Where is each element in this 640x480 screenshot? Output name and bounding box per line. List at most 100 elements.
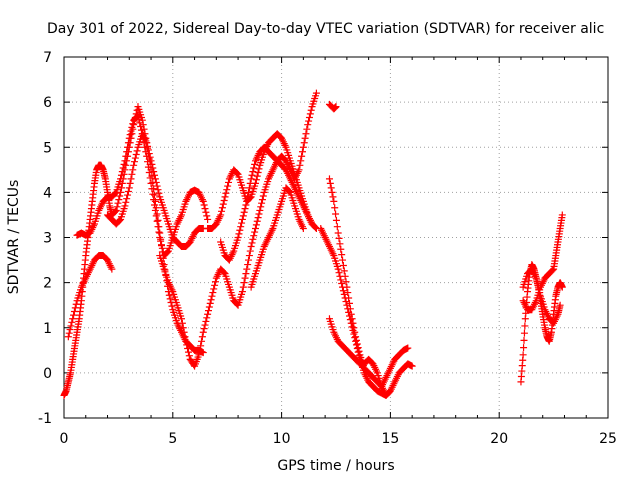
data-point: [196, 346, 204, 354]
data-point: [68, 318, 76, 326]
data-point: [304, 121, 312, 129]
data-point: [204, 310, 212, 318]
data-point: [116, 216, 124, 224]
data-point: [197, 342, 205, 350]
data-point: [332, 103, 340, 111]
data-point: [153, 210, 161, 218]
data-point: [124, 187, 132, 195]
data-point: [201, 205, 209, 213]
data-point: [247, 243, 255, 251]
data-point: [144, 146, 152, 154]
data-point: [254, 214, 262, 222]
y-tick-label: 0: [43, 366, 52, 382]
data-point: [242, 201, 250, 209]
y-tick-label: 4: [43, 185, 52, 201]
data-point: [137, 122, 145, 130]
data-point: [127, 127, 135, 135]
data-point: [249, 235, 257, 243]
data-point: [153, 217, 161, 225]
x-tick-label: 0: [60, 431, 69, 447]
data-point: [243, 265, 251, 273]
data-point: [246, 179, 254, 187]
data-point: [218, 204, 226, 212]
data-point: [519, 351, 527, 359]
data-point: [326, 179, 334, 187]
data-point: [225, 178, 233, 186]
data-point: [119, 164, 127, 172]
data-point: [145, 150, 153, 158]
series-track-14: [519, 211, 566, 314]
data-point: [155, 189, 163, 197]
data-point: [340, 290, 348, 298]
data-point: [135, 115, 143, 123]
series-track-3: [73, 112, 212, 260]
data-point: [238, 219, 246, 227]
data-point: [240, 208, 248, 216]
data-point: [130, 161, 138, 169]
data-point: [154, 186, 162, 194]
data-point: [351, 328, 359, 336]
data-point: [352, 336, 360, 344]
data-point: [125, 184, 133, 192]
data-point: [183, 341, 191, 349]
data-point: [258, 196, 266, 204]
data-point: [245, 256, 253, 264]
axis-ticks: [63, 56, 609, 419]
data-point: [558, 283, 566, 291]
data-point: [296, 161, 304, 169]
data-point: [347, 310, 355, 318]
data-point: [256, 206, 264, 214]
grid-lines: [64, 57, 608, 418]
data-point: [342, 278, 350, 286]
data-point: [257, 203, 265, 211]
data-point: [147, 157, 155, 165]
data-point: [108, 265, 116, 273]
data-point: [153, 182, 161, 190]
data-point: [295, 166, 303, 174]
data-point: [126, 131, 134, 139]
data-point: [298, 152, 306, 160]
data-point: [184, 345, 192, 353]
data-point: [203, 314, 211, 322]
data-point: [178, 315, 186, 323]
data-point: [349, 319, 357, 327]
data-point: [327, 184, 335, 192]
data-point: [219, 200, 227, 208]
data-point: [136, 119, 144, 127]
data-point: [536, 289, 544, 297]
data-point: [299, 143, 307, 151]
data-point: [558, 211, 566, 219]
data-point: [556, 301, 564, 309]
series-track-12: [325, 315, 394, 399]
series-track-5: [156, 89, 320, 370]
data-point: [238, 288, 246, 296]
data-point: [184, 348, 192, 356]
data-point: [222, 189, 230, 197]
data-point: [150, 196, 158, 204]
data-point: [152, 178, 160, 186]
data-point: [164, 248, 172, 256]
x-tick-label: 20: [490, 431, 508, 447]
data-point: [250, 232, 258, 240]
data-point: [255, 210, 263, 218]
series-track-2: [64, 252, 116, 341]
data-point: [243, 197, 251, 205]
data-point: [408, 362, 416, 370]
data-point: [204, 215, 212, 223]
y-tick-label: 5: [43, 140, 52, 156]
data-point: [340, 267, 348, 275]
data-point: [121, 157, 129, 165]
data-point: [354, 344, 362, 352]
data-point: [348, 315, 356, 323]
y-tick-label: -1: [38, 411, 52, 427]
data-point: [336, 240, 344, 248]
data-point: [235, 230, 243, 238]
data-point: [69, 315, 77, 323]
data-point: [325, 175, 333, 183]
data-point: [70, 308, 78, 316]
data-point: [131, 158, 139, 166]
data-point: [129, 120, 137, 128]
data-point: [157, 237, 165, 245]
y-tick-label: 1: [43, 321, 52, 337]
